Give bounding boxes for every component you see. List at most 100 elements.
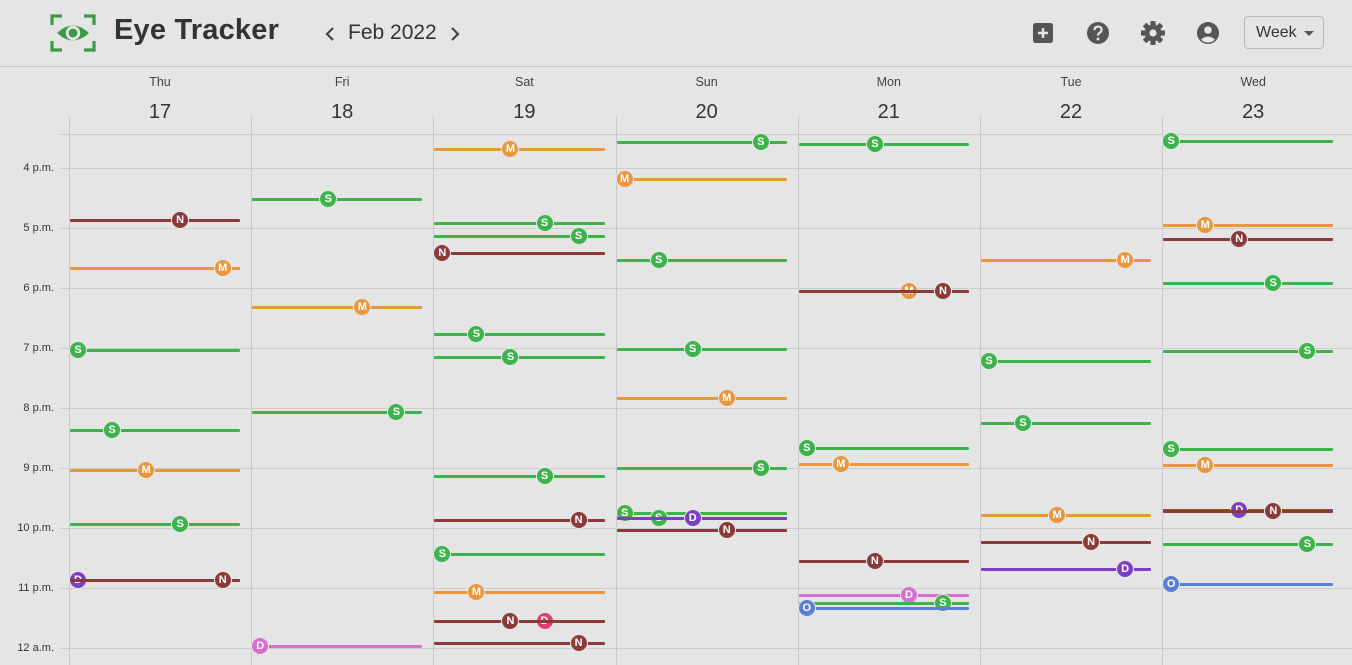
event-bar-m[interactable] <box>70 468 241 472</box>
event-marker-n[interactable]: N <box>1082 532 1101 551</box>
event-marker-d[interactable]: D <box>683 508 702 527</box>
event-marker-s[interactable]: S <box>501 347 520 366</box>
event-marker-n[interactable]: N <box>171 210 190 229</box>
event-bar-s[interactable] <box>616 140 787 144</box>
event-bar-s[interactable] <box>434 332 605 336</box>
event-marker-s[interactable]: S <box>751 132 770 151</box>
event-bar-m[interactable] <box>1163 463 1334 467</box>
view-mode-select[interactable]: Week <box>1244 16 1324 49</box>
event-marker-n[interactable]: N <box>213 570 232 589</box>
event-marker-s[interactable]: S <box>1298 534 1317 553</box>
event-marker-n[interactable]: N <box>933 281 952 300</box>
event-marker-s[interactable]: S <box>980 351 998 370</box>
event-marker-m[interactable]: M <box>831 454 850 473</box>
event-bar-n[interactable] <box>1163 509 1334 513</box>
event-bar-s[interactable] <box>434 234 605 238</box>
event-marker-m[interactable]: M <box>1196 455 1215 474</box>
event-marker-d[interactable]: D <box>899 585 918 604</box>
day-header[interactable]: Mon 21 <box>798 66 980 134</box>
event-marker-s[interactable]: S <box>1298 341 1317 360</box>
event-bar-s[interactable] <box>434 221 605 225</box>
event-bar-s[interactable] <box>434 474 605 478</box>
event-bar-d[interactable] <box>798 593 969 597</box>
event-marker-m[interactable]: M <box>1048 505 1067 524</box>
event-bar-s[interactable] <box>798 446 969 450</box>
event-marker-o[interactable]: O <box>797 598 816 617</box>
event-bar-s[interactable] <box>616 466 787 470</box>
event-marker-m[interactable]: M <box>501 139 520 158</box>
event-bar-s[interactable] <box>1163 447 1334 451</box>
event-marker-d[interactable]: D <box>1116 559 1135 578</box>
event-marker-s[interactable]: S <box>1162 439 1181 458</box>
event-bar-d[interactable] <box>252 644 423 648</box>
event-bar-n[interactable] <box>798 559 969 563</box>
event-bar-o[interactable] <box>1163 582 1334 586</box>
event-marker-m[interactable]: M <box>1116 250 1135 269</box>
event-marker-n[interactable]: N <box>717 520 736 539</box>
event-marker-s[interactable]: S <box>683 339 702 358</box>
event-marker-n[interactable]: N <box>501 611 520 630</box>
event-marker-n[interactable]: N <box>433 243 452 262</box>
event-bar-m[interactable] <box>70 266 241 270</box>
event-marker-m[interactable]: M <box>615 169 634 188</box>
event-bar-n[interactable] <box>434 251 605 255</box>
event-bar-s[interactable] <box>434 552 605 556</box>
event-bar-s[interactable] <box>981 359 1152 363</box>
event-bar-m[interactable] <box>981 513 1152 517</box>
day-header[interactable]: Sun 20 <box>616 66 798 134</box>
event-bar-n[interactable] <box>434 641 605 645</box>
event-bar-s[interactable] <box>70 348 241 352</box>
event-bar-n[interactable] <box>434 518 605 522</box>
day-header[interactable]: Sat 19 <box>433 66 615 134</box>
day-header[interactable]: Thu 17 <box>69 66 251 134</box>
event-marker-m[interactable]: M <box>717 388 736 407</box>
event-marker-n[interactable]: N <box>569 633 588 652</box>
event-bar-s[interactable] <box>1163 139 1334 143</box>
event-marker-s[interactable]: S <box>433 544 452 563</box>
event-bar-s[interactable] <box>981 421 1152 425</box>
event-marker-n[interactable]: N <box>865 551 884 570</box>
add-box-icon[interactable] <box>1030 20 1056 46</box>
event-marker-s[interactable]: S <box>649 250 668 269</box>
event-bar-m[interactable] <box>981 258 1152 262</box>
event-bar-n[interactable] <box>981 540 1152 544</box>
event-marker-s[interactable]: S <box>103 420 122 439</box>
event-marker-s[interactable]: S <box>1162 131 1181 150</box>
event-marker-n[interactable]: N <box>1230 229 1249 248</box>
next-week-chevron-icon[interactable] <box>444 22 466 46</box>
settings-gear-icon[interactable] <box>1140 20 1166 46</box>
event-bar-s[interactable] <box>70 522 241 526</box>
event-marker-m[interactable]: M <box>213 258 232 277</box>
event-marker-m[interactable]: M <box>1196 215 1215 234</box>
event-marker-n[interactable]: N <box>569 510 588 529</box>
event-bar-s[interactable] <box>616 511 787 515</box>
event-marker-s[interactable]: S <box>797 438 816 457</box>
event-marker-s[interactable]: S <box>569 226 588 245</box>
day-header[interactable]: Fri 18 <box>251 66 433 134</box>
event-bar-n[interactable] <box>1163 237 1334 241</box>
event-marker-s[interactable]: S <box>319 189 338 208</box>
event-bar-s[interactable] <box>434 355 605 359</box>
event-bar-s[interactable] <box>1163 349 1334 353</box>
account-circle-icon[interactable] <box>1195 20 1221 46</box>
event-marker-s[interactable]: S <box>535 466 554 485</box>
event-bar-s[interactable] <box>616 347 787 351</box>
event-marker-s[interactable]: S <box>467 324 486 343</box>
event-bar-n[interactable] <box>70 218 241 222</box>
event-bar-m[interactable] <box>616 177 787 181</box>
event-bar-n[interactable] <box>434 619 605 623</box>
event-marker-m[interactable]: M <box>353 297 372 316</box>
event-marker-s[interactable]: S <box>865 134 884 153</box>
event-marker-m[interactable]: M <box>137 460 156 479</box>
event-bar-s[interactable] <box>798 142 969 146</box>
event-bar-s[interactable] <box>616 258 787 262</box>
event-bar-n[interactable] <box>798 289 969 293</box>
event-bar-s[interactable] <box>798 601 969 605</box>
event-bar-s[interactable] <box>70 428 241 432</box>
event-bar-d[interactable] <box>981 567 1152 571</box>
help-icon[interactable] <box>1085 20 1111 46</box>
event-marker-s[interactable]: S <box>171 514 190 533</box>
event-bar-s[interactable] <box>252 197 423 201</box>
event-marker-s[interactable]: S <box>535 213 554 232</box>
event-marker-s[interactable]: S <box>387 402 406 421</box>
